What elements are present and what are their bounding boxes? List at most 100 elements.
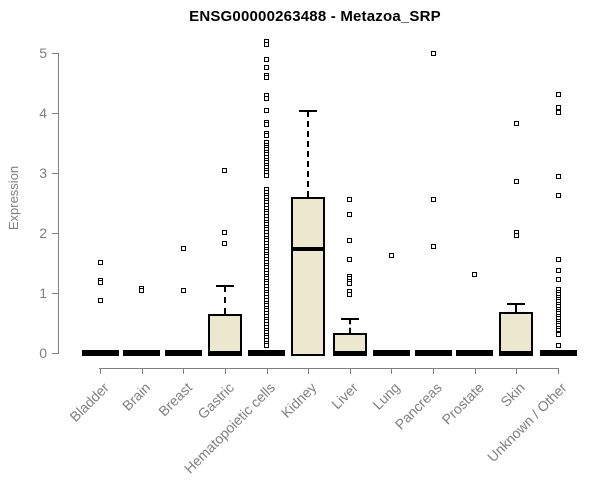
outlier-point <box>555 192 561 198</box>
outlier-point <box>430 50 436 56</box>
x-axis-line <box>99 368 560 369</box>
x-axis-tick <box>100 368 101 374</box>
collapsed-box <box>123 350 161 356</box>
outlier-point <box>264 121 270 127</box>
outlier-point <box>513 121 519 127</box>
x-axis-tick <box>141 368 143 374</box>
x-axis-category-label: Brain <box>118 379 154 414</box>
outlier-point <box>555 276 561 282</box>
upper-whisker <box>348 318 351 334</box>
y-axis-tick-label: 2 <box>39 224 47 241</box>
median-line <box>291 247 326 252</box>
y-axis-tick-label: 1 <box>39 284 47 301</box>
x-axis-category-label: Kidney <box>278 379 320 421</box>
upper-whisker-cap <box>507 302 526 305</box>
outlier-point <box>555 91 561 97</box>
upper-whisker <box>223 285 226 314</box>
outlier-point <box>264 107 270 113</box>
outlier-point <box>264 95 270 101</box>
median-line <box>332 351 367 355</box>
outlier-point <box>555 257 561 263</box>
outlier-point <box>264 74 270 80</box>
upper-whisker <box>515 303 518 313</box>
outlier-point <box>222 229 228 235</box>
x-axis-category-label: Lung <box>369 379 404 413</box>
y-axis-tick <box>52 112 58 114</box>
y-axis-tick <box>52 52 58 54</box>
outlier-point <box>555 332 561 338</box>
outlier-point <box>430 197 436 203</box>
collapsed-box <box>539 350 577 356</box>
outlier-point <box>347 237 353 243</box>
outlier-point <box>222 167 228 173</box>
outlier-point <box>347 281 353 287</box>
x-axis-category-label: Breast <box>155 379 195 420</box>
upper-whisker-cap <box>340 317 359 320</box>
outlier-point <box>513 233 519 239</box>
outlier-point <box>347 197 353 203</box>
outlier-point <box>264 342 270 348</box>
median-line <box>207 351 242 355</box>
y-axis-tick-label: 4 <box>39 104 47 121</box>
x-axis-category-label: Unknown / Other <box>484 379 570 465</box>
median-line <box>499 351 534 355</box>
outlier-point <box>97 280 103 286</box>
outlier-point <box>347 256 353 262</box>
outlier-point <box>347 212 353 218</box>
y-axis-line <box>58 52 59 354</box>
x-axis-tick <box>224 368 226 374</box>
x-axis-tick <box>558 368 560 374</box>
x-axis-category-label: Bladder <box>66 379 112 425</box>
outlier-point <box>555 267 561 273</box>
x-axis-tick <box>349 368 351 374</box>
outlier-point <box>555 105 561 111</box>
y-axis-tick-label: 0 <box>39 345 47 361</box>
y-axis-tick-label: 5 <box>39 44 47 61</box>
outlier-point <box>139 288 145 294</box>
x-axis-tick <box>266 368 268 374</box>
outlier-point <box>264 65 270 71</box>
y-axis-tick <box>52 172 58 174</box>
chart-title: ENSG00000263488 - Metazoa_SRP <box>189 8 441 25</box>
outlier-point <box>180 288 186 294</box>
x-axis-tick <box>183 368 185 374</box>
collapsed-box <box>164 350 202 356</box>
box <box>291 197 326 356</box>
x-axis-category-label: Liver <box>328 379 362 413</box>
outlier-point <box>180 245 186 251</box>
collapsed-box <box>456 350 494 356</box>
outlier-point <box>264 41 270 47</box>
outlier-point <box>472 271 478 277</box>
outlier-point <box>264 56 270 62</box>
collapsed-box <box>372 350 410 356</box>
x-axis-category-label: Prostate <box>438 379 487 428</box>
outlier-point <box>264 133 270 139</box>
upper-whisker <box>307 110 310 198</box>
outlier-point <box>97 297 103 303</box>
x-axis-tick <box>308 368 310 374</box>
x-axis-tick <box>516 368 518 374</box>
outlier-point <box>555 343 561 349</box>
y-axis-tick <box>52 292 58 294</box>
y-axis-tick-label: 3 <box>39 164 47 181</box>
outlier-point <box>97 260 103 266</box>
outlier-point <box>555 174 561 180</box>
upper-whisker-cap <box>299 109 318 112</box>
box <box>207 313 242 356</box>
collapsed-box <box>81 350 119 356</box>
upper-whisker-cap <box>215 284 234 287</box>
collapsed-box <box>414 350 452 356</box>
x-axis-category-label: Skin <box>497 379 529 410</box>
x-axis-tick <box>474 368 476 374</box>
outlier-point <box>388 252 394 258</box>
x-axis-tick <box>433 368 435 374</box>
outlier-point <box>264 172 270 178</box>
outlier-point <box>347 291 353 297</box>
outlier-point <box>555 110 561 116</box>
x-axis-tick <box>391 368 393 374</box>
box <box>499 312 534 356</box>
outlier-point <box>513 179 519 185</box>
y-axis-tick <box>52 353 58 354</box>
